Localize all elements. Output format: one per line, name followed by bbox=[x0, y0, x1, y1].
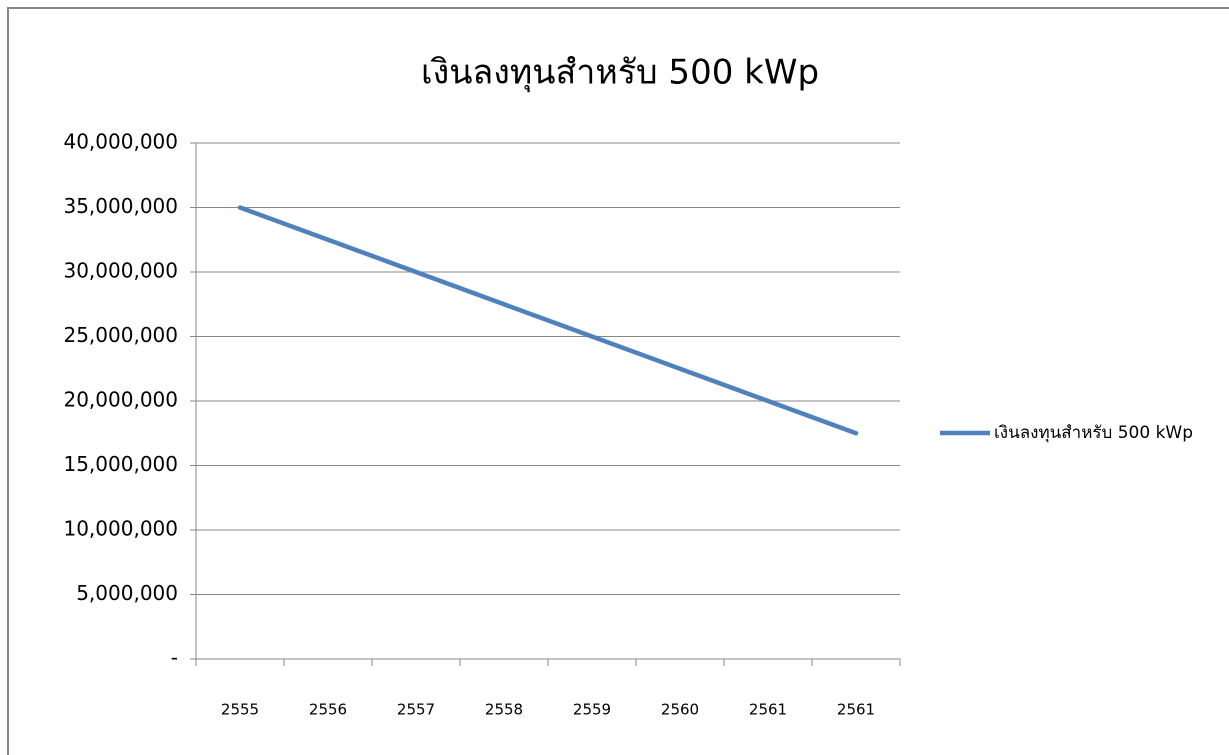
x-tick-label: 2555 bbox=[221, 701, 259, 719]
x-tick-label: 2557 bbox=[397, 701, 435, 719]
x-tick-label: 2559 bbox=[573, 701, 611, 719]
y-tick-label: 30,000,000 bbox=[63, 259, 178, 283]
chart-title: เงินลงทุนสำหรับ 500 kWp bbox=[421, 53, 819, 93]
x-tick-label: 2558 bbox=[485, 701, 523, 719]
y-tick-label: 10,000,000 bbox=[63, 517, 178, 541]
y-tick-label: 35,000,000 bbox=[63, 194, 178, 218]
line-series bbox=[237, 205, 859, 436]
y-tick-label: 15,000,000 bbox=[63, 452, 178, 476]
x-tick-label: 2556 bbox=[309, 701, 347, 719]
legend-label: เงินลงทุนสำหรับ 500 kWp bbox=[994, 423, 1193, 443]
y-tick-label: - bbox=[171, 646, 178, 670]
x-tick-label: 2561 bbox=[749, 701, 787, 719]
y-tick-label: 25,000,000 bbox=[63, 323, 178, 347]
y-tick-label: 5,000,000 bbox=[76, 581, 178, 605]
x-tick-label: 2560 bbox=[661, 701, 699, 719]
y-tick-label: 20,000,000 bbox=[63, 388, 178, 412]
chart-frame bbox=[7, 7, 1229, 755]
x-tick-label: 2561 bbox=[837, 701, 875, 719]
y-tick-label: 40,000,000 bbox=[63, 130, 178, 154]
